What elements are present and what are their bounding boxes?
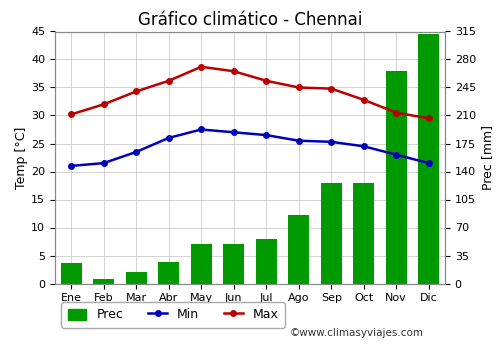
Bar (126, 272, 147, 284)
Text: ©www.climasyviajes.com: ©www.climasyviajes.com (290, 328, 424, 338)
Y-axis label: Prec [mm]: Prec [mm] (482, 125, 494, 190)
Bar (93, 279, 114, 284)
Bar (288, 215, 310, 284)
Bar (320, 183, 342, 284)
Bar (418, 34, 440, 284)
Bar (60, 263, 82, 284)
Title: Gráfico climático - Chennai: Gráfico climático - Chennai (138, 10, 362, 29)
Bar (190, 244, 212, 284)
Legend: Prec, Min, Max: Prec, Min, Max (61, 302, 285, 328)
Bar (386, 71, 407, 284)
Bar (223, 244, 244, 284)
Bar (256, 239, 277, 284)
Y-axis label: Temp [°C]: Temp [°C] (16, 126, 28, 189)
Bar (158, 262, 180, 284)
Bar (353, 183, 374, 284)
